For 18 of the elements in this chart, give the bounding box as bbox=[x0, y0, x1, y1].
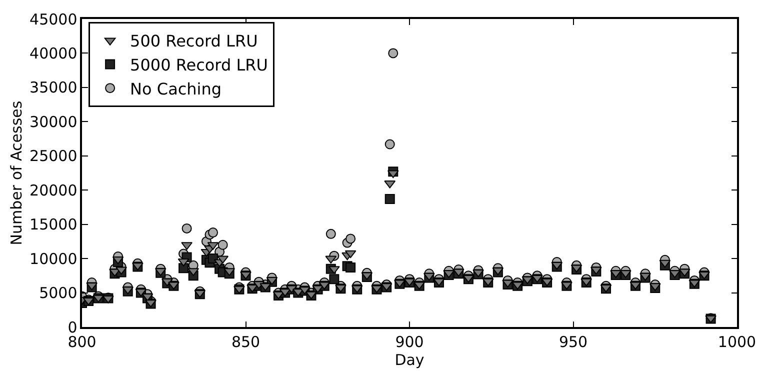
y-tick-label: 15000 bbox=[30, 216, 78, 234]
y-tick-label: 40000 bbox=[30, 44, 78, 62]
x-tick-label: 850 bbox=[231, 332, 260, 351]
x-tick-label: 900 bbox=[395, 332, 424, 351]
y-tick-label: 45000 bbox=[30, 10, 78, 28]
y-axis-title: Number of Acesses bbox=[7, 100, 26, 246]
y-tick-label: 5000 bbox=[39, 284, 78, 302]
y-tick-label: 30000 bbox=[30, 112, 78, 131]
y-tick-label: 10000 bbox=[30, 250, 78, 268]
y-tick-label: 35000 bbox=[30, 78, 78, 97]
legend-label: 500 Record LRU bbox=[130, 32, 258, 51]
x-tick-label: 1000 bbox=[718, 332, 756, 351]
x-axis-title: Day bbox=[394, 350, 424, 369]
y-tick-label: 25000 bbox=[30, 147, 78, 166]
legend-label: 5000 Record LRU bbox=[130, 56, 268, 75]
x-tick-label: 950 bbox=[558, 332, 588, 351]
legend-label: No Caching bbox=[130, 79, 222, 98]
y-tick-label: 20000 bbox=[30, 181, 78, 200]
